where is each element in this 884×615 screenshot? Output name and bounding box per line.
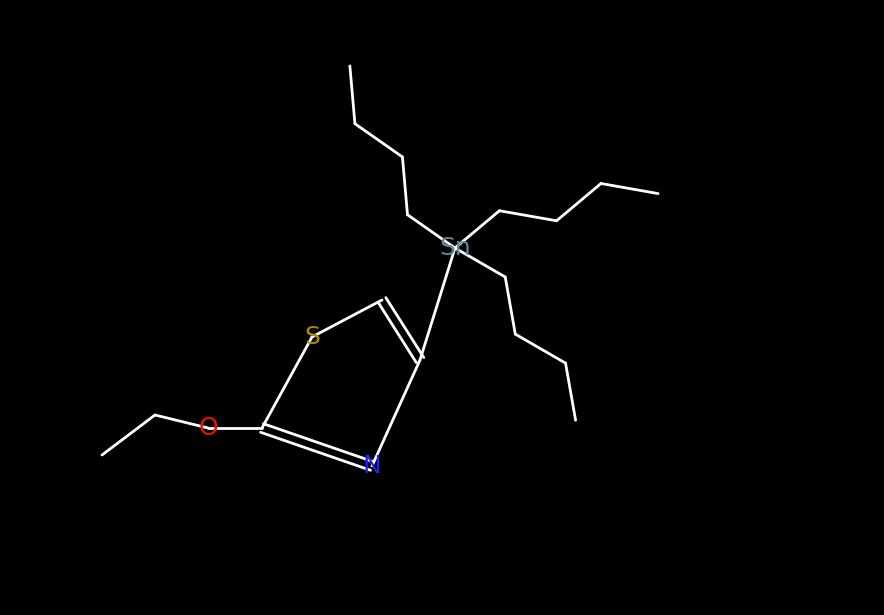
Text: S: S xyxy=(304,325,320,349)
Text: O: O xyxy=(198,416,217,440)
Text: Sn: Sn xyxy=(439,236,471,260)
Text: N: N xyxy=(362,454,381,478)
